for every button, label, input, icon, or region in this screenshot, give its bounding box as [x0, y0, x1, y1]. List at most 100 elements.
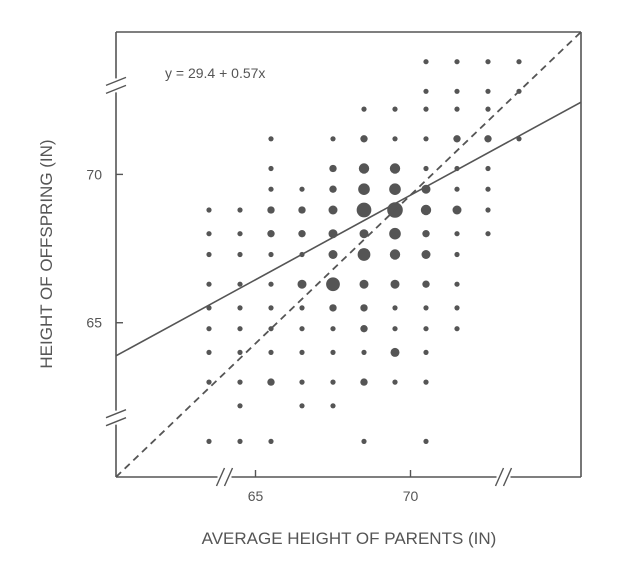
data-point-5 — [454, 88, 460, 94]
identity-line — [116, 32, 581, 477]
data-point-10 — [423, 106, 429, 112]
data-point-39 — [298, 206, 306, 214]
data-point-15 — [360, 135, 368, 143]
data-point-77 — [299, 305, 305, 311]
plot-area — [116, 32, 581, 477]
data-point-69 — [326, 277, 340, 292]
data-point-95 — [299, 349, 305, 355]
data-point-64 — [454, 251, 460, 258]
data-point-47 — [237, 231, 243, 237]
data-point-40 — [328, 205, 338, 215]
data-point-23 — [358, 163, 370, 174]
y-tick-label-70: 70 — [86, 166, 102, 182]
data-point-54 — [454, 231, 460, 237]
data-point-107 — [423, 379, 429, 385]
data-point-57 — [237, 251, 243, 258]
y-tick-label-65: 65 — [86, 315, 102, 331]
data-point-113 — [268, 438, 274, 444]
data-point-41 — [356, 202, 372, 218]
data-point-98 — [390, 347, 400, 357]
data-point-13 — [268, 136, 274, 142]
data-point-21 — [268, 165, 274, 172]
data-point-14 — [330, 136, 336, 142]
data-point-6 — [485, 88, 491, 94]
data-point-43 — [420, 204, 432, 216]
data-point-61 — [357, 248, 371, 261]
data-point-16 — [392, 136, 398, 142]
data-point-51 — [359, 229, 369, 239]
data-point-115 — [423, 438, 429, 444]
data-point-2 — [485, 59, 491, 65]
data-point-28 — [268, 186, 274, 192]
data-point-79 — [360, 304, 368, 312]
data-point-102 — [267, 378, 275, 386]
data-point-83 — [206, 326, 212, 332]
data-point-110 — [330, 403, 336, 409]
data-point-33 — [421, 184, 431, 194]
data-point-97 — [361, 349, 367, 355]
data-point-4 — [423, 88, 429, 94]
data-point-82 — [454, 305, 460, 311]
data-point-52 — [389, 227, 401, 240]
data-point-101 — [237, 379, 243, 385]
data-point-36 — [206, 207, 212, 213]
data-point-58 — [268, 251, 274, 258]
data-point-12 — [485, 106, 491, 112]
data-point-81 — [423, 305, 429, 311]
x-axis-title: AVERAGE HEIGHT OF PARENTS (IN) — [202, 529, 497, 548]
data-point-25 — [423, 165, 429, 172]
axes-frame — [105, 31, 582, 487]
data-point-18 — [453, 135, 461, 143]
data-point-60 — [328, 250, 338, 259]
data-point-49 — [298, 230, 306, 238]
y-axis-title: HEIGHT OF OFFSPRING (IN) — [37, 139, 56, 368]
data-point-104 — [330, 379, 336, 385]
data-point-44 — [452, 205, 462, 215]
data-point-0 — [423, 59, 429, 65]
data-point-65 — [206, 281, 212, 287]
data-point-90 — [423, 326, 429, 332]
data-point-70 — [359, 279, 369, 289]
data-point-56 — [206, 251, 212, 258]
data-point-67 — [268, 281, 274, 287]
regression-line — [116, 101, 581, 357]
data-point-55 — [485, 231, 491, 237]
data-point-71 — [390, 279, 400, 289]
x-axis-break-mark — [223, 467, 234, 487]
data-point-27 — [485, 165, 491, 172]
data-point-72 — [422, 280, 430, 288]
data-point-48 — [267, 230, 275, 238]
data-point-34 — [454, 186, 460, 192]
data-point-9 — [392, 106, 398, 112]
data-point-87 — [330, 326, 336, 332]
data-point-68 — [297, 279, 307, 289]
data-point-46 — [206, 231, 212, 237]
data-point-114 — [361, 438, 367, 444]
data-point-89 — [392, 326, 398, 332]
regression-equation: y = 29.4 + 0.57x — [165, 65, 265, 81]
data-point-112 — [237, 438, 243, 444]
data-point-86 — [299, 326, 305, 332]
data-point-3 — [516, 59, 522, 65]
y-axis-break-mark — [105, 417, 127, 427]
data-point-103 — [299, 379, 305, 385]
data-point-76 — [268, 305, 274, 311]
data-point-29 — [299, 186, 305, 192]
x-tick-label-65: 65 — [248, 488, 264, 504]
data-point-73 — [454, 281, 460, 287]
data-point-96 — [330, 349, 336, 355]
data-point-109 — [299, 403, 305, 409]
x-tick-label-70: 70 — [403, 488, 419, 504]
data-point-84 — [237, 326, 243, 332]
data-point-66 — [237, 281, 243, 287]
data-point-37 — [237, 207, 243, 213]
y-axis-break-mark — [105, 76, 127, 87]
data-point-105 — [360, 378, 368, 386]
x-axis-break-mark — [502, 467, 513, 487]
data-point-108 — [237, 403, 243, 409]
data-point-92 — [206, 349, 212, 355]
data-point-75 — [237, 305, 243, 311]
data-point-88 — [360, 325, 368, 333]
data-point-11 — [454, 106, 460, 112]
